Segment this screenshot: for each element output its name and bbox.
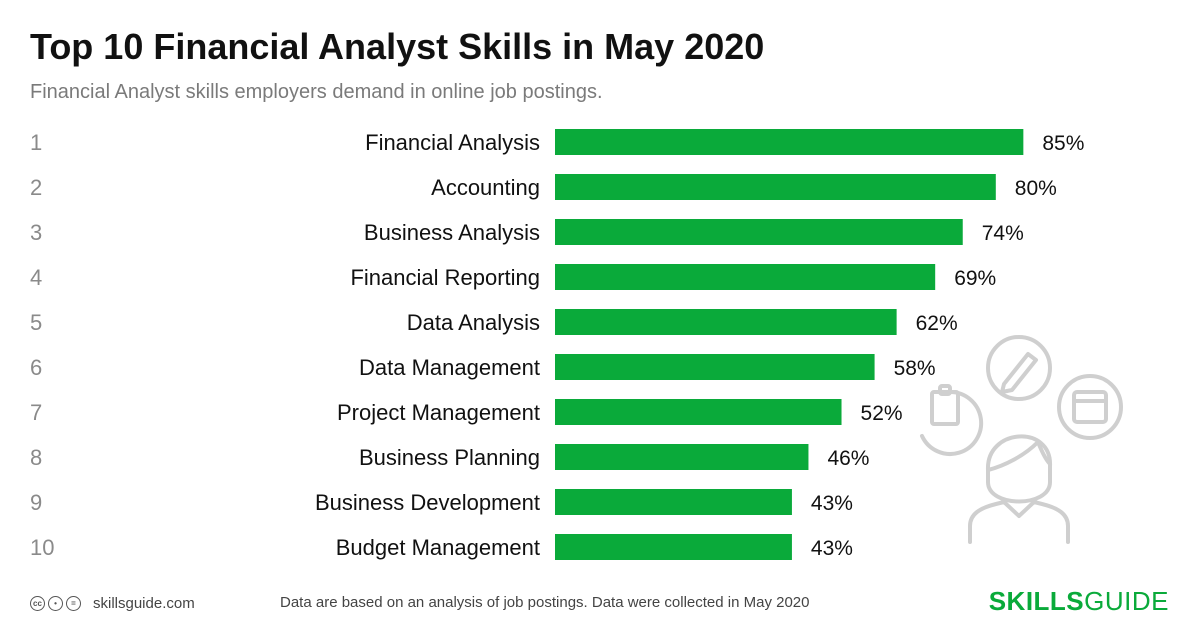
value-label: 43%: [811, 492, 853, 515]
window-circle-icon: [1057, 374, 1123, 440]
footer-note: Data are based on an analysis of job pos…: [280, 594, 810, 611]
creative-commons-icon: cc: [30, 595, 45, 611]
chart-title: Top 10 Financial Analyst Skills in May 2…: [30, 26, 765, 67]
category-label: Financial Reporting: [350, 265, 540, 290]
bar: [555, 219, 963, 245]
category-label: Business Planning: [359, 445, 540, 470]
bar: [555, 534, 792, 560]
category-label: Accounting: [431, 175, 540, 200]
category-label: Data Analysis: [407, 310, 540, 335]
bar: [555, 444, 809, 470]
brand-logo-bold: SKILLS: [988, 586, 1085, 616]
rank-label: 7: [30, 400, 42, 425]
value-label: 43%: [811, 537, 853, 560]
bar: [555, 489, 792, 515]
value-label: 69%: [954, 267, 996, 290]
category-label: Business Development: [315, 490, 540, 515]
rank-label: 8: [30, 445, 42, 470]
chart-subtitle: Financial Analyst skills employers deman…: [30, 81, 603, 103]
brand-logo-light: GUIDE: [1084, 586, 1169, 616]
value-label: 80%: [1015, 177, 1057, 200]
bar: [555, 264, 936, 290]
rank-label: 2: [30, 175, 42, 200]
rank-label: 4: [30, 265, 42, 290]
value-label: 85%: [1042, 132, 1084, 155]
rank-label: 3: [30, 220, 42, 245]
pencil-circle-icon: [986, 335, 1052, 401]
person-head-icon: [985, 434, 1053, 504]
analyst-illustration: [920, 335, 1123, 544]
bar: [555, 174, 996, 200]
person-body-icon: [968, 500, 1070, 544]
category-label: Budget Management: [336, 535, 540, 560]
attribution-icon: •: [48, 595, 63, 611]
category-label: Data Management: [359, 355, 540, 380]
rank-label: 1: [30, 130, 42, 155]
value-label: 58%: [894, 357, 936, 380]
footer-site-link[interactable]: skillsguide.com: [93, 594, 195, 612]
bar: [555, 399, 842, 425]
brand-logo[interactable]: SKILLSGUIDE: [989, 586, 1169, 616]
value-label: 52%: [861, 402, 903, 425]
category-label: Project Management: [337, 400, 540, 425]
value-label: 46%: [827, 447, 869, 470]
bar: [555, 129, 1024, 155]
category-label: Financial Analysis: [365, 130, 540, 155]
rank-label: 10: [30, 535, 54, 560]
rank-label: 5: [30, 310, 42, 335]
clipboard-circle-icon: [920, 389, 984, 456]
value-label: 62%: [916, 312, 958, 335]
no-derivatives-icon: =: [66, 595, 81, 611]
footer-attribution: cc • = skillsguide.com: [30, 593, 195, 613]
rank-label: 9: [30, 490, 42, 515]
rank-label: 6: [30, 355, 42, 380]
bar: [555, 309, 897, 335]
bar: [555, 354, 875, 380]
category-label: Business Analysis: [364, 220, 540, 245]
value-label: 74%: [982, 222, 1024, 245]
